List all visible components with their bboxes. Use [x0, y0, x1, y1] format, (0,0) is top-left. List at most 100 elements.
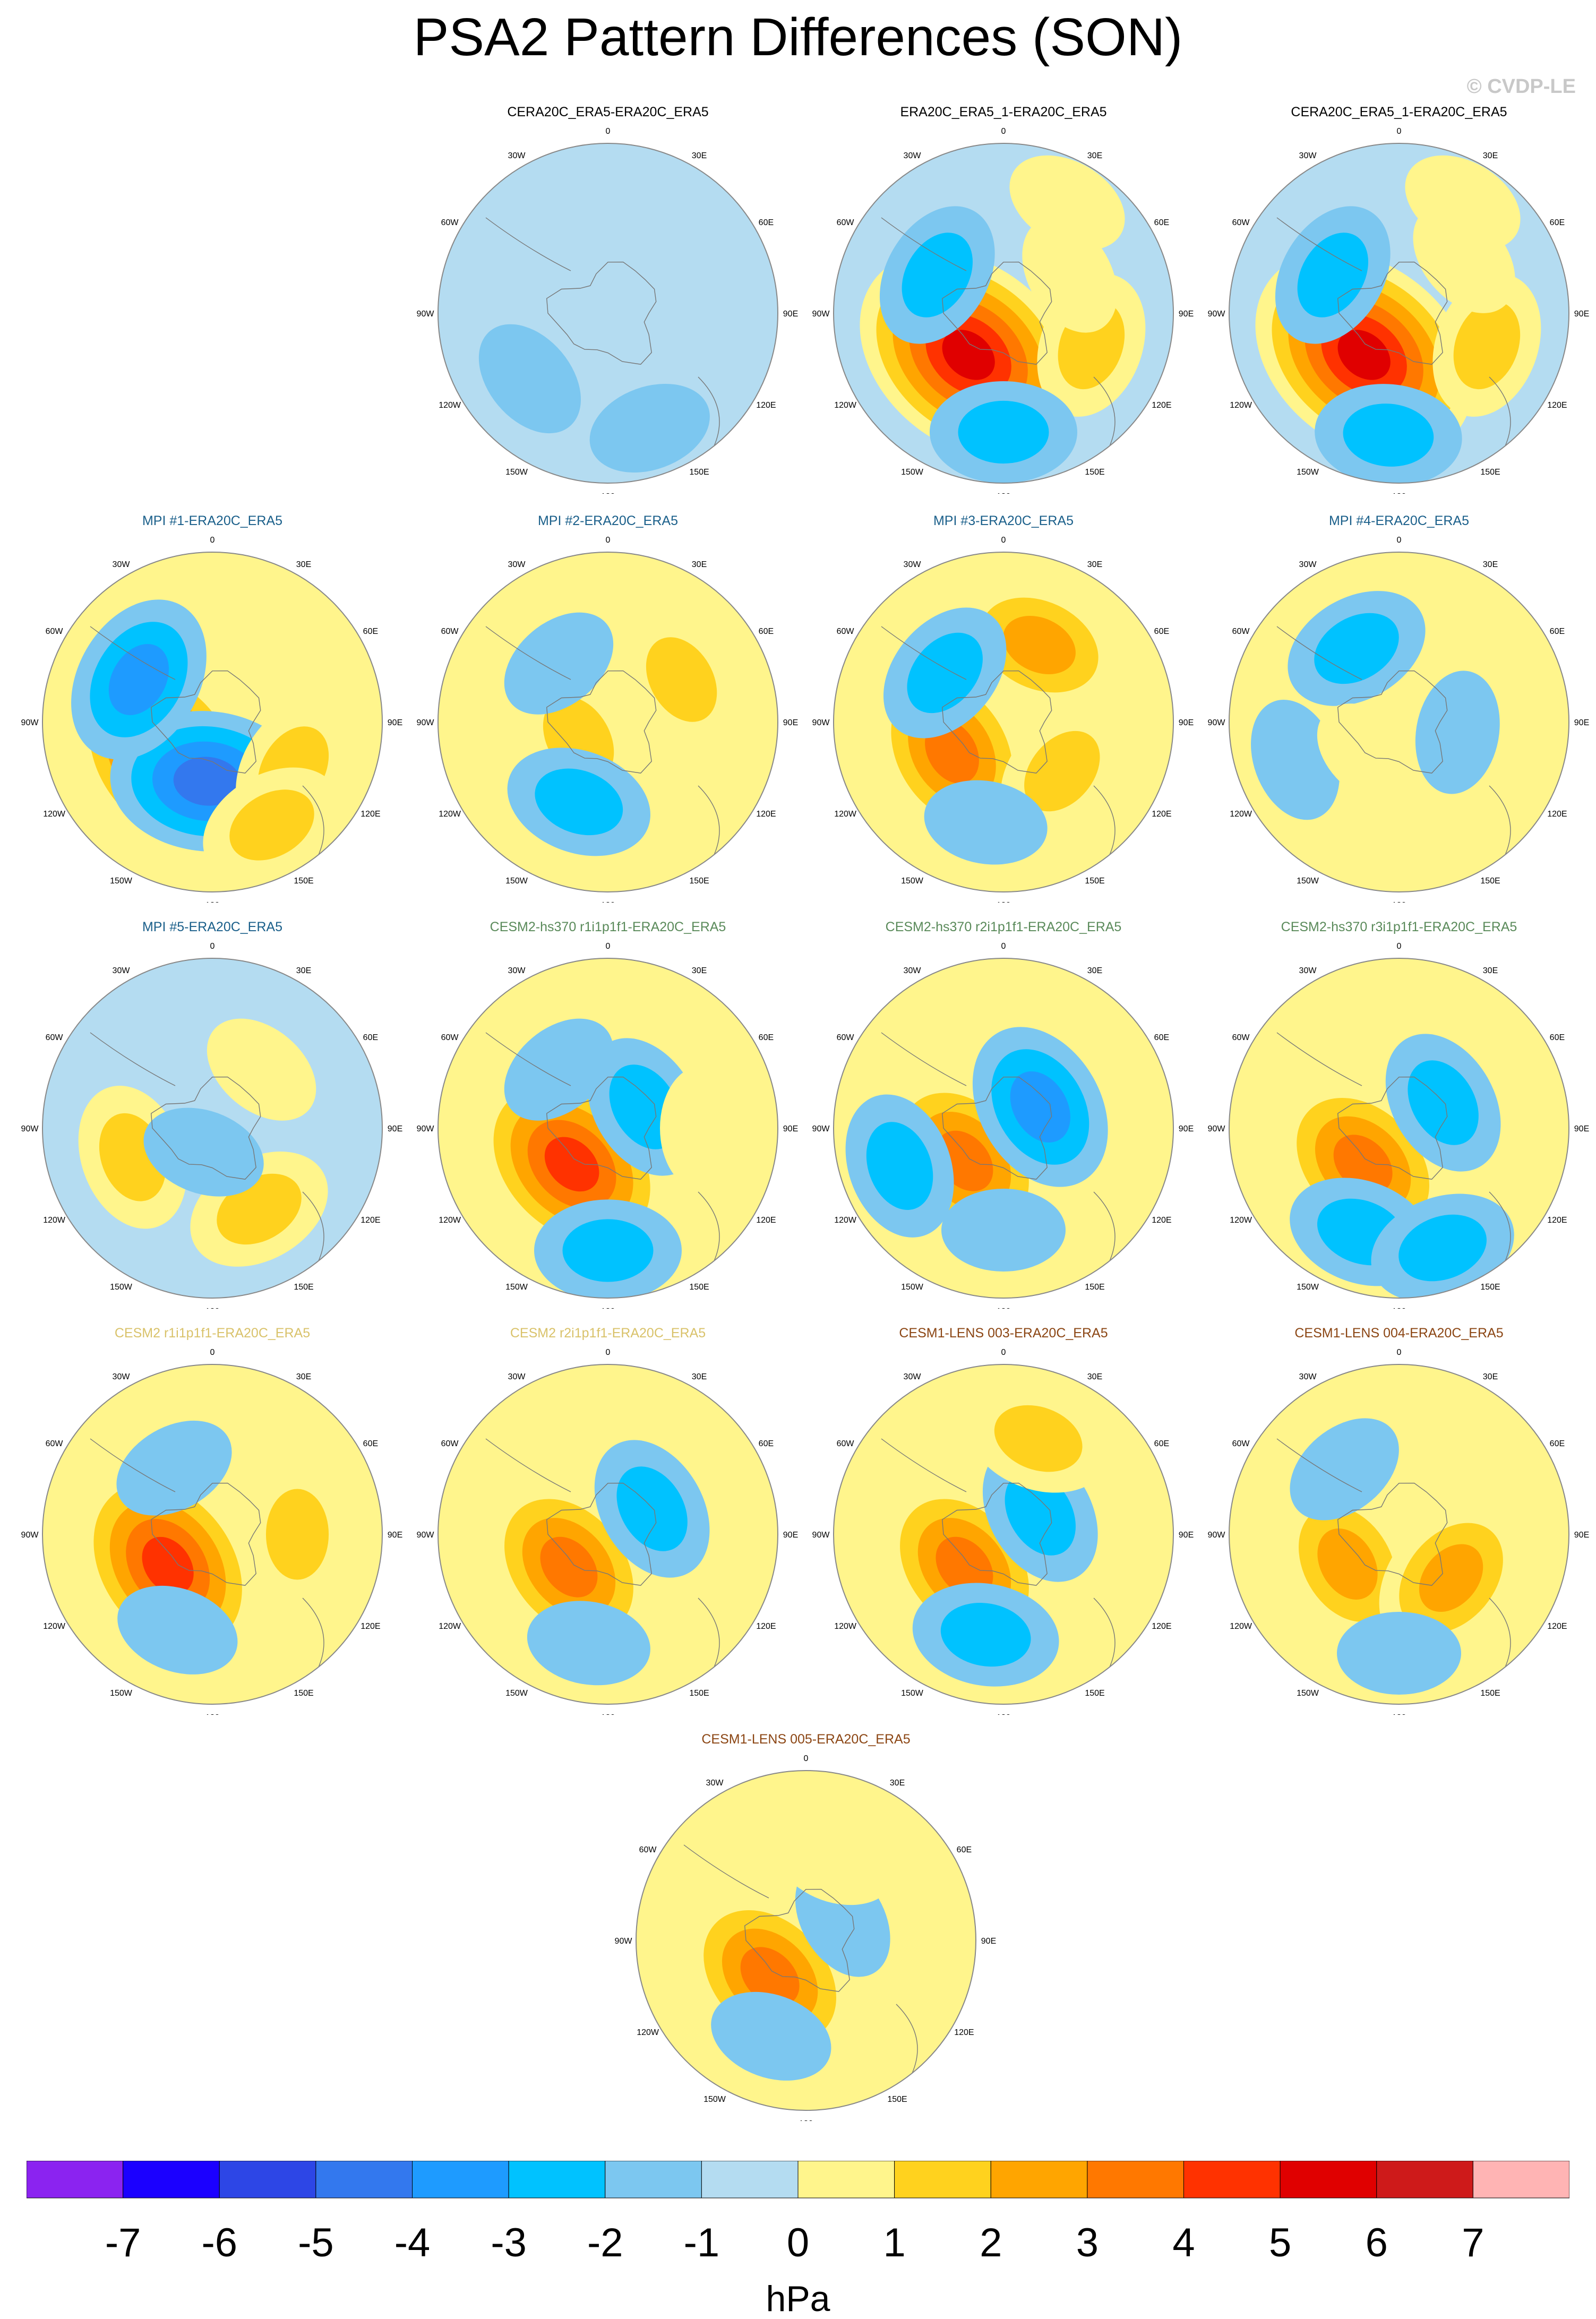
map-boundary: [636, 1770, 976, 2111]
positive-anomaly-contour: [207, 1018, 316, 1121]
longitude-label: 60W: [46, 627, 64, 636]
longitude-label: 120E: [1547, 401, 1567, 410]
coastline: [941, 261, 1052, 365]
longitude-label: 60W: [1232, 627, 1250, 636]
longitude-label: 150W: [1297, 468, 1319, 477]
polar-map: 0 30E 60E 90E 120E 150E 180 150W 120W 90W 60W 30W: [21, 1348, 402, 1715]
longitude-label: 30W: [904, 966, 922, 975]
negative-anomaly-contour: [972, 1027, 1108, 1187]
longitude-label: 150W: [110, 1689, 133, 1698]
negative-anomaly-contour: [534, 1199, 682, 1298]
longitude-label: 150E: [689, 468, 709, 477]
positive-anomaly-contour: [624, 611, 739, 749]
colorbar-tick-label: 6: [1366, 2220, 1388, 2265]
polar-map: 0 30E 60E 90E 120E 150E 180 150W 120W 90W 60W 30W: [812, 536, 1194, 903]
longitude-label: 0: [210, 1348, 215, 1357]
polar-map: 0 30E 60E 90E 120E 150E 180 150W 120W 90W 60W 30W: [1208, 1348, 1589, 1715]
longitude-label: 30E: [692, 151, 707, 160]
negative-anomaly-contour: [507, 748, 650, 856]
longitude-label: 30E: [296, 966, 311, 975]
longitude-label: 30W: [904, 560, 922, 569]
longitude-label: 60W: [837, 218, 855, 227]
map-boundary: [833, 143, 1174, 484]
negative-anomaly-contour: [504, 612, 614, 715]
coastline: [1093, 785, 1116, 855]
longitude-label: 30E: [890, 1779, 905, 1788]
longitude-label: 90W: [615, 1937, 632, 1946]
colorbar-swatch: [701, 2161, 799, 2198]
map-panel: MPI #5-ERA20C_ERA5 0 30E 60E 90E 120E 150E 180 1…: [21, 916, 404, 1309]
longitude-label: 30W: [508, 151, 526, 160]
longitude-label: 180: [205, 1713, 220, 1715]
polar-map: 0 30E 60E 90E 120E 150E 180 150W 120W 90W 60W 30W: [615, 1754, 996, 2121]
longitude-label: 150W: [110, 877, 133, 886]
negative-anomaly-contour: [594, 1440, 710, 1578]
map-boundary: [42, 552, 383, 892]
coastline: [546, 1482, 657, 1586]
longitude-label: 0: [1001, 1348, 1006, 1357]
longitude-label: 120W: [439, 401, 461, 410]
positive-anomaly-contour: [203, 767, 341, 883]
map-boundary: [1229, 958, 1569, 1299]
longitude-label: 30W: [1299, 1372, 1317, 1381]
longitude-label: 120W: [1230, 810, 1252, 819]
longitude-label: 60E: [1154, 218, 1169, 227]
map-panel: CERA20C_ERA5_1-ERA20C_ERA5 0 30E 60E 90E 120E…: [1208, 101, 1590, 494]
longitude-label: 150E: [1480, 1283, 1500, 1292]
longitude-label: 30E: [1087, 560, 1102, 569]
coastline: [744, 1888, 855, 1992]
positive-anomaly-contour: [1022, 217, 1118, 333]
colorbar-tick-label: 2: [980, 2220, 1002, 2265]
colorbar-tick-label: -5: [298, 2220, 334, 2265]
coastline: [881, 626, 967, 680]
colorbar-swatch: [219, 2161, 316, 2198]
longitude-label: 120E: [1152, 1216, 1171, 1225]
map-panel: CERA20C_ERA5-ERA20C_ERA5 0 30E 60E 90E 120E 15…: [417, 101, 799, 494]
longitude-label: 30E: [1483, 1372, 1498, 1381]
longitude-label: 30E: [296, 1372, 311, 1381]
longitude-label: 90W: [812, 718, 830, 727]
map-panel: CESM2 r2i1p1f1-ERA20C_ERA5 0 30E 60E 90E 120E…: [417, 1322, 799, 1715]
map-boundary: [833, 958, 1174, 1299]
longitude-label: 0: [606, 536, 611, 545]
longitude-label: 180: [205, 1307, 220, 1309]
longitude-label: 90E: [981, 1937, 996, 1946]
positive-anomaly-contour: [966, 1384, 1110, 1493]
polar-map: 0 30E 60E 90E 120E 150E 180 150W 120W 90W 60W 30W: [812, 127, 1194, 494]
longitude-label: 150E: [1085, 468, 1104, 477]
longitude-label: 30W: [508, 1372, 526, 1381]
longitude-label: 60W: [639, 1845, 657, 1854]
longitude-label: 60W: [441, 218, 459, 227]
polar-map: 0 30E 60E 90E 120E 150E 180 150W 120W 90W 60W 30W: [417, 127, 798, 494]
polar-map: 0 30E 60E 90E 120E 150E 180 150W 120W 90W 60W 30W: [812, 1348, 1194, 1715]
positive-anomaly-contour: [1413, 204, 1515, 313]
longitude-label: 30W: [113, 560, 131, 569]
longitude-label: 150W: [110, 1283, 133, 1292]
longitude-label: 180: [1392, 1713, 1406, 1715]
negative-anomaly-contour: [883, 607, 1007, 738]
coastline: [302, 785, 324, 855]
longitude-label: 120E: [1547, 1216, 1567, 1225]
colorbar-swatch: [1280, 2161, 1377, 2198]
polar-map: 0 30E 60E 90E 120E 150E 180 150W 120W 90W 60W 30W: [21, 942, 402, 1309]
colorbar-tick-label: -3: [491, 2220, 527, 2265]
longitude-label: 0: [804, 1754, 809, 1763]
colorbar-tick-label: -4: [394, 2220, 431, 2265]
longitude-label: 120E: [954, 2028, 974, 2037]
longitude-label: 30E: [1087, 966, 1102, 975]
longitude-label: 90W: [417, 310, 434, 319]
panel-title: MPI #1-ERA20C_ERA5: [142, 513, 282, 528]
longitude-label: 90W: [1208, 1124, 1225, 1133]
map-boundary: [1229, 143, 1569, 484]
polar-map: 0 30E 60E 90E 120E 150E 180 150W 120W 90W 60W 30W: [1208, 536, 1589, 903]
longitude-label: 150E: [294, 1689, 313, 1698]
longitude-label: 150W: [505, 468, 528, 477]
negative-anomaly-contour: [116, 1420, 232, 1516]
longitude-label: 120E: [1547, 810, 1567, 819]
longitude-label: 150E: [689, 1689, 709, 1698]
coastline: [485, 626, 571, 680]
map-boundary: [833, 552, 1174, 892]
coastline: [150, 1482, 261, 1586]
longitude-label: 150E: [689, 877, 709, 886]
longitude-label: 90E: [1179, 718, 1194, 727]
